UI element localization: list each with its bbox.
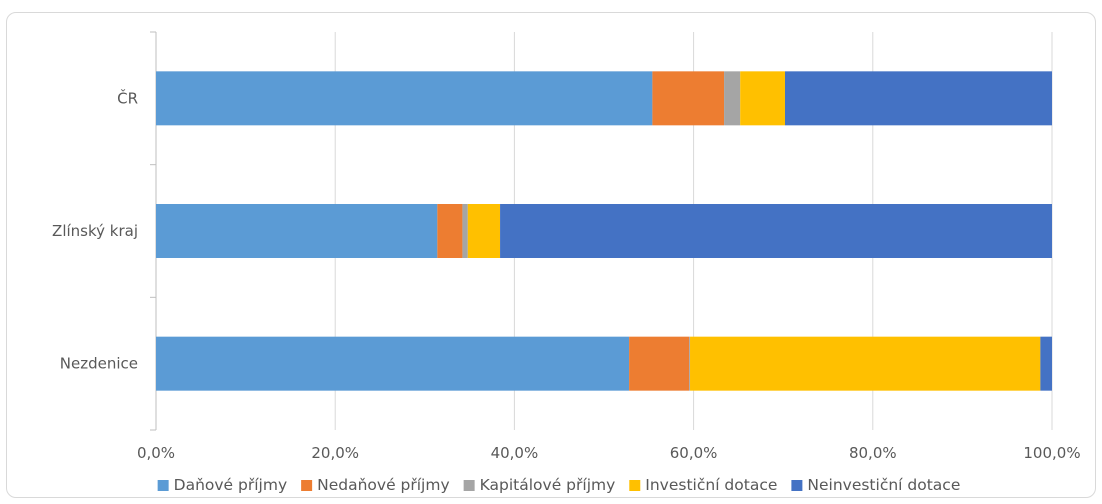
legend-swatch [157,480,169,491]
legend-item: Nedaňové příjmy [301,476,450,494]
bar-segment [629,336,690,391]
legend-item: Daňové příjmy [157,476,287,494]
category-label: Zlínský kraj [52,222,138,240]
legend-swatch [791,480,803,491]
legend-swatch [629,480,641,491]
legend-label: Investiční dotace [645,476,777,494]
bar-segment [784,71,1052,126]
bar-segment [724,71,741,126]
x-tick-label: 60,0% [670,444,718,462]
legend: Daňové příjmy Nedaňové příjmy Kapitálové p… [157,476,960,494]
bar-segment [652,71,725,126]
bar-segment [156,71,653,126]
x-tick-label: 0,0% [137,444,175,462]
bars [156,71,1053,391]
bar-segment [156,204,438,258]
legend-swatch [463,480,475,491]
legend-item: Investiční dotace [629,476,777,494]
bar-segment [462,204,468,258]
bar-segment [437,204,463,258]
legend-label: Nedaňové příjmy [317,476,450,494]
legend-item: Kapitálové příjmy [463,476,616,494]
category-label: Nezdenice [60,355,138,373]
bar-segment [1040,336,1052,391]
x-tick-label: 80,0% [849,444,897,462]
category-labels: ČR Zlínský kraj Nezdenice [52,88,138,372]
legend-swatch [301,480,313,491]
bar-segment [156,336,630,391]
bar-segment [500,204,1053,258]
legend-label: Daňové příjmy [174,476,287,494]
category-axis [150,31,157,431]
bar-segment [740,71,785,126]
bar-segment [689,336,691,391]
legend-label: Kapitálové příjmy [480,476,616,494]
legend-item: Neinvestiční dotace [791,476,960,494]
x-tick-labels: 0,0% 20,0% 40,0% 60,0% 80,0% 100,0% [137,444,1081,462]
legend-label: Neinvestiční dotace [807,476,960,494]
category-label: ČR [117,88,138,107]
x-tick-label: 40,0% [491,444,539,462]
bar-segment [467,204,501,258]
x-tick-label: 100,0% [1023,444,1080,462]
x-tick-label: 20,0% [311,444,359,462]
bar-segment [690,336,1041,391]
